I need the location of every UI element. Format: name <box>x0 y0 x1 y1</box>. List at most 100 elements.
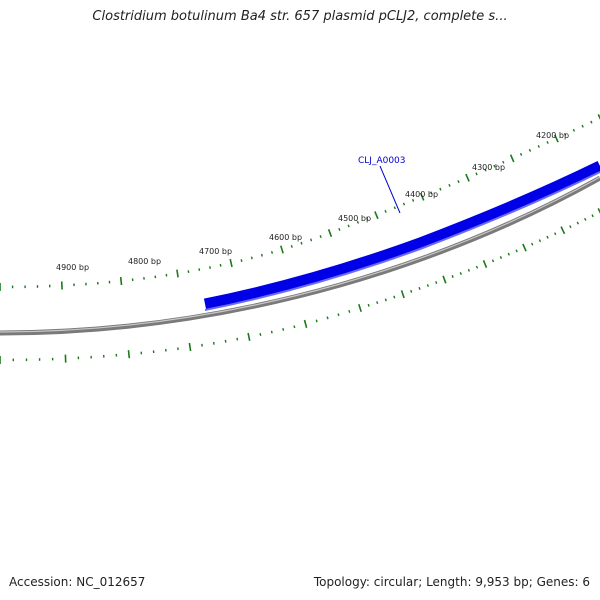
inner-minor-tick <box>554 232 557 236</box>
outer-major-tick <box>176 269 179 278</box>
backbone-ring-highlight <box>0 176 600 333</box>
inner-major-tick <box>188 342 192 352</box>
outer-minor-tick <box>475 172 478 176</box>
inner-minor-tick <box>282 328 285 331</box>
outer-minor-tick <box>572 128 576 132</box>
inner-minor-tick <box>459 271 462 275</box>
inner-major-tick <box>247 332 251 341</box>
tick-label: 4600 bp <box>269 233 302 242</box>
outer-minor-tick <box>563 132 567 136</box>
tick-label: 4700 bp <box>199 247 232 256</box>
outer-minor-tick <box>187 270 190 274</box>
topology-summary: Topology: circular; Length: 9,953 bp; Ge… <box>313 575 590 589</box>
outer-minor-tick <box>356 220 360 224</box>
outer-minor-tick <box>366 217 369 221</box>
inner-major-tick <box>127 350 131 359</box>
inner-major-tick <box>303 319 308 329</box>
inner-minor-tick <box>499 256 503 259</box>
inner-minor-tick <box>326 316 329 320</box>
inner-minor-tick <box>467 268 471 272</box>
inner-minor-tick <box>410 289 413 293</box>
inner-minor-tick <box>546 235 549 239</box>
inner-major-tick <box>522 243 527 252</box>
inner-minor-tick <box>315 319 318 323</box>
outer-minor-tick <box>209 266 211 269</box>
outer-major-tick <box>280 245 284 254</box>
inner-minor-tick <box>569 225 572 229</box>
outer-minor-tick <box>484 168 487 172</box>
outer-major-tick <box>119 276 123 286</box>
inner-minor-tick <box>376 301 379 305</box>
accession-label: Accession: NC_012657 <box>9 575 146 589</box>
tick-label: 4200 bp <box>536 131 569 140</box>
inner-minor-tick <box>236 337 239 341</box>
inner-major-tick <box>442 275 447 284</box>
inner-minor-tick <box>426 284 429 288</box>
inner-major-tick <box>560 226 566 235</box>
tick-label: 4300 bp <box>472 163 505 172</box>
outer-minor-tick <box>430 191 433 195</box>
inner-minor-tick <box>475 265 479 269</box>
outer-minor-tick <box>546 141 549 144</box>
outer-minor-tick <box>198 268 201 272</box>
inner-minor-tick <box>491 259 495 263</box>
outer-minor-tick <box>290 244 293 248</box>
outer-major-tick <box>327 229 333 237</box>
tick-label: 4400 bp <box>405 190 438 199</box>
inner-minor-tick <box>584 217 587 221</box>
inner-minor-tick <box>435 281 438 285</box>
outer-minor-tick <box>448 183 451 187</box>
gene-CLJ_A0003[interactable]: CLJ_A0003 <box>203 156 600 311</box>
outer-major-tick <box>597 114 600 120</box>
tick-label: 4900 bp <box>56 263 89 272</box>
inner-minor-tick <box>270 330 273 334</box>
outer-minor-tick <box>537 145 540 148</box>
inner-minor-tick <box>591 214 594 218</box>
inner-minor-tick <box>515 249 518 253</box>
gene-arc-highlight <box>204 171 600 311</box>
outer-minor-tick <box>519 152 523 156</box>
outer-minor-tick <box>439 187 442 191</box>
outer-minor-tick <box>319 235 322 239</box>
inner-minor-tick <box>259 333 262 336</box>
gene-arc[interactable] <box>203 161 600 310</box>
outer-minor-tick <box>260 253 263 257</box>
outer-tick-ring <box>0 114 600 291</box>
outer-minor-tick <box>338 227 341 231</box>
outer-minor-tick <box>300 241 303 245</box>
map-title: Clostridium botulinum Ba4 str. 657 plasm… <box>92 9 508 24</box>
inner-minor-tick <box>418 286 421 290</box>
outer-minor-tick <box>240 259 243 262</box>
outer-minor-tick <box>393 206 396 210</box>
tick-labels: 4200 bp 4300 bp 4400 bp 4500 bp 4600 bp 4700 … <box>56 131 569 272</box>
inner-minor-tick <box>384 298 387 302</box>
inner-minor-tick <box>507 252 510 256</box>
inner-tick-ring <box>0 208 600 364</box>
tick-label: 4800 bp <box>128 257 161 266</box>
outer-minor-tick <box>590 120 593 124</box>
outer-minor-tick <box>384 209 387 213</box>
outer-major-tick <box>374 211 379 220</box>
outer-minor-tick <box>310 238 313 242</box>
outer-minor-tick <box>528 148 532 152</box>
inner-minor-tick <box>337 313 340 317</box>
inner-minor-tick <box>348 309 351 313</box>
tick-label: 4500 bp <box>338 214 371 223</box>
outer-major-tick <box>419 192 425 201</box>
outer-minor-tick <box>502 160 505 164</box>
inner-minor-tick <box>451 275 454 278</box>
inner-minor-tick <box>576 221 580 225</box>
inner-minor-tick <box>538 239 542 243</box>
inner-minor-tick <box>293 325 296 329</box>
outer-major-tick <box>229 258 233 268</box>
outer-minor-tick <box>347 224 350 228</box>
outer-minor-tick <box>581 124 584 128</box>
outer-major-tick <box>509 154 515 163</box>
outer-minor-tick <box>250 256 253 260</box>
gene-label[interactable]: CLJ_A0003 <box>358 156 406 166</box>
inner-major-tick <box>482 259 488 269</box>
inner-major-tick <box>358 303 362 313</box>
outer-minor-tick <box>457 180 460 184</box>
